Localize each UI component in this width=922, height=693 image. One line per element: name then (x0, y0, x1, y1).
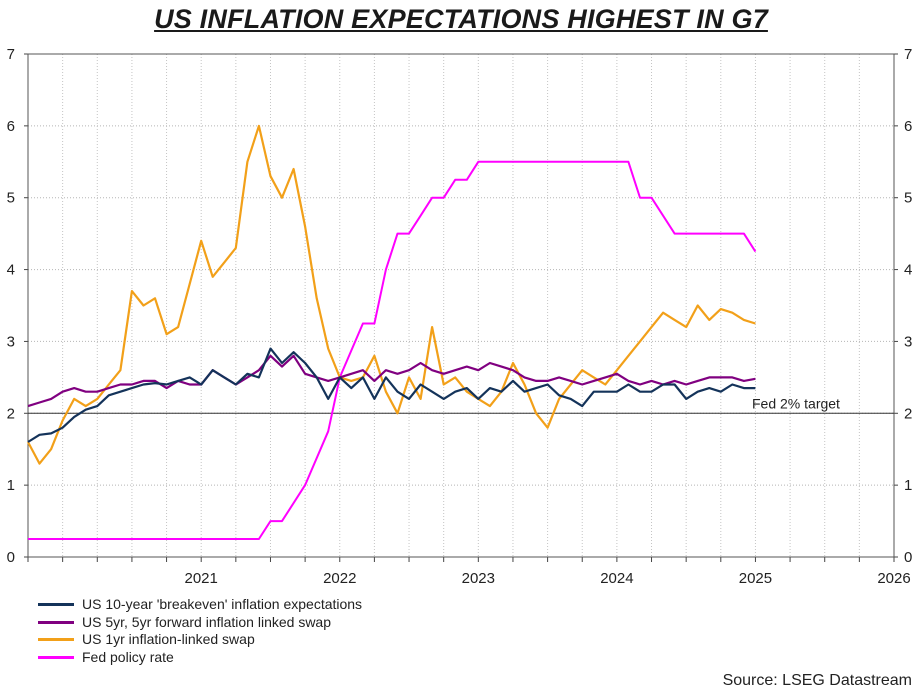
legend-item: US 5yr, 5yr forward inflation linked swa… (38, 614, 362, 632)
legend-swatch (38, 620, 74, 624)
legend-label: US 1yr inflation-linked swap (82, 631, 255, 647)
y-tick-label: 0 (7, 549, 15, 566)
legend-item: US 10-year 'breakeven' inflation expecta… (38, 596, 362, 614)
target-annotation: Fed 2% target (752, 395, 840, 411)
legend-swatch (38, 603, 74, 607)
series-line (27, 354, 756, 408)
series-line (28, 160, 757, 540)
legend-swatch (38, 638, 74, 642)
legend-label: Fed policy rate (82, 648, 174, 665)
legend-label: US 5yr, 5yr forward inflation linked swa… (82, 613, 331, 630)
y-tick-label-right: 2 (904, 405, 912, 422)
plot-frame (27, 53, 895, 558)
legend-label: US 10-year 'breakeven' inflation expecta… (82, 596, 363, 612)
legend-item: US 1yr inflation-linked swap (38, 631, 362, 649)
y-tick-label: 4 (7, 262, 15, 279)
series-lines (27, 124, 757, 540)
x-tick-label: 2021 (185, 570, 218, 587)
y-tick-label: 3 (7, 333, 15, 350)
y-tick-label: 1 (7, 477, 15, 494)
x-tick-label: 2022 (323, 570, 356, 587)
x-tick-label: 2024 (600, 570, 633, 587)
x-tick-label: 2025 (739, 570, 772, 587)
y-tick-label-right: 7 (904, 46, 912, 63)
y-tick-label-right: 1 (904, 477, 912, 494)
y-tick-label-right: 6 (904, 118, 912, 135)
legend-item: Fed policy rate (38, 649, 362, 667)
y-tick-label-right: 5 (904, 190, 912, 207)
y-tick-label-right: 3 (904, 333, 912, 350)
y-tick-label-right: 0 (904, 549, 912, 566)
source-note: Source: LSEG Datastream (722, 672, 912, 689)
series-line (27, 347, 756, 443)
y-tick-label: 5 (7, 190, 15, 207)
x-tick-label: 2023 (462, 570, 495, 587)
y-tick-label: 7 (7, 46, 15, 63)
axes: 0 0 1 1 2 2 3 3 4 4 5 5 6 6 7 7 2021 2022 2023 2024 2025 2026 (7, 46, 913, 587)
legend-swatch (38, 655, 74, 659)
legend: US 10-year 'breakeven' inflation expecta… (38, 596, 362, 666)
series-line (27, 124, 756, 465)
x-tick-label: 2026 (877, 570, 910, 587)
y-tick-label: 2 (7, 405, 15, 422)
chart-title: US INFLATION EXPECTATIONS HIGHEST IN G7 (154, 4, 768, 34)
y-tick-label: 6 (7, 118, 15, 135)
y-tick-label-right: 4 (904, 262, 912, 279)
